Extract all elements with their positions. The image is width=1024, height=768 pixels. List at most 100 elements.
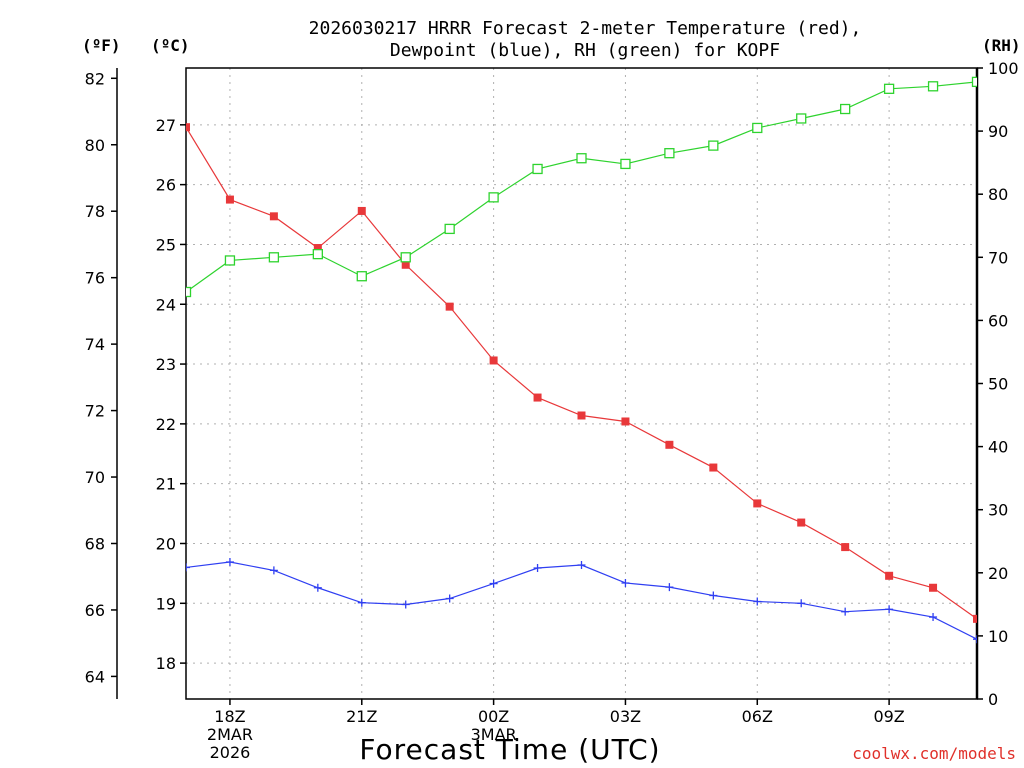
dewpoint-point bbox=[709, 591, 718, 600]
dewpoint-point bbox=[797, 599, 806, 608]
chart-title-line1: 2026030217 HRRR Forecast 2-meter Tempera… bbox=[308, 18, 862, 39]
rh-point bbox=[620, 158, 631, 170]
dewpoint-point bbox=[269, 566, 278, 575]
celsius-tick-label: 19 bbox=[156, 594, 176, 613]
x-tick-label: 3MAR bbox=[471, 725, 517, 744]
rh-tick-label: 90 bbox=[988, 122, 1008, 141]
rh-point bbox=[927, 81, 939, 92]
temperature-point bbox=[225, 195, 234, 204]
temperature-point bbox=[841, 543, 850, 552]
rh-tick-label: 30 bbox=[988, 501, 1008, 520]
dewpoint-point bbox=[225, 558, 234, 567]
celsius-tick-label: 24 bbox=[156, 295, 176, 314]
dewpoint-point bbox=[577, 561, 586, 570]
fahrenheit-tick-label: 66 bbox=[85, 601, 105, 620]
x-tick-label: 00Z bbox=[478, 707, 509, 726]
temperature-point bbox=[621, 417, 630, 426]
celsius-tick-label: 20 bbox=[156, 534, 176, 553]
temperature-point bbox=[489, 356, 498, 365]
rh-point bbox=[356, 271, 367, 282]
dewpoint-point bbox=[621, 578, 630, 587]
rh-point bbox=[752, 122, 763, 134]
fahrenheit-tick-label: 64 bbox=[85, 667, 105, 686]
fahrenheit-tick-label: 76 bbox=[85, 269, 105, 288]
rh-tick-label: 0 bbox=[988, 690, 998, 709]
celsius-axis-label: (ºC) bbox=[151, 36, 190, 55]
fahrenheit-tick-label: 82 bbox=[85, 69, 105, 88]
dewpoint-point bbox=[489, 579, 498, 588]
temperature-point bbox=[313, 244, 322, 253]
rh-point bbox=[883, 83, 895, 94]
fahrenheit-tick-label: 80 bbox=[85, 136, 105, 155]
celsius-tick-label: 18 bbox=[156, 654, 176, 673]
fahrenheit-tick-label: 78 bbox=[85, 202, 105, 221]
temperature-point bbox=[269, 212, 278, 221]
temperature-point bbox=[357, 206, 366, 215]
dewpoint-point bbox=[885, 605, 894, 614]
rh-point bbox=[708, 140, 719, 151]
rh-tick-label: 60 bbox=[988, 311, 1008, 330]
dewpoint-point bbox=[665, 583, 674, 592]
dewpoint-point bbox=[533, 564, 542, 573]
dewpoint-point bbox=[973, 635, 977, 644]
x-axis-title: Forecast Time (UTC) bbox=[359, 733, 661, 766]
temperature-point bbox=[929, 583, 938, 592]
rh-point bbox=[971, 76, 977, 88]
rh-tick-label: 100 bbox=[988, 59, 1019, 78]
fahrenheit-tick-label: 72 bbox=[85, 402, 105, 421]
source-credit: coolwx.com/models bbox=[852, 744, 1016, 763]
rh-point bbox=[532, 163, 543, 175]
rh-tick-label: 20 bbox=[988, 564, 1008, 583]
x-tick-label: 18Z bbox=[214, 707, 245, 726]
dewpoint-point bbox=[186, 563, 190, 572]
dewpoint-series-line bbox=[186, 561, 977, 640]
dewpoint-point bbox=[929, 613, 938, 622]
x-tick-label: 09Z bbox=[873, 707, 904, 726]
dewpoint-point bbox=[841, 607, 850, 616]
rh-point bbox=[224, 255, 236, 266]
temperature-series-line bbox=[186, 126, 977, 620]
rh-point bbox=[186, 286, 192, 298]
dewpoint-point bbox=[401, 600, 410, 609]
rh-point bbox=[444, 223, 455, 235]
rh-tick-label: 70 bbox=[988, 248, 1008, 267]
fahrenheit-axis-label: (ºF) bbox=[82, 36, 121, 55]
celsius-tick-label: 25 bbox=[156, 235, 176, 254]
celsius-tick-label: 27 bbox=[156, 116, 176, 135]
rh-point bbox=[312, 248, 323, 260]
temperature-point bbox=[577, 411, 586, 420]
x-tick-label: 06Z bbox=[742, 707, 773, 726]
rh-tick-label: 50 bbox=[988, 375, 1008, 394]
rh-point bbox=[400, 252, 411, 263]
temperature-point bbox=[973, 614, 977, 623]
rh-tick-label: 10 bbox=[988, 627, 1008, 646]
celsius-tick-label: 22 bbox=[156, 415, 176, 434]
dewpoint-point bbox=[445, 594, 454, 603]
rh-point bbox=[268, 252, 280, 263]
rh-tick-label: 80 bbox=[988, 185, 1008, 204]
series-group bbox=[186, 76, 977, 644]
temperature-point bbox=[797, 518, 806, 527]
celsius-tick-label: 26 bbox=[156, 176, 176, 195]
rh-axis-label: (RH) bbox=[982, 36, 1021, 55]
rh-point bbox=[664, 148, 675, 159]
fahrenheit-tick-label: 74 bbox=[85, 335, 105, 354]
temperature-point bbox=[401, 260, 410, 269]
x-tick-label: 03Z bbox=[610, 707, 641, 726]
celsius-tick-label: 21 bbox=[156, 475, 176, 494]
rh-point bbox=[576, 153, 587, 164]
x-tick-label: 2MAR bbox=[207, 725, 253, 744]
chart-title-line2: Dewpoint (blue), RH (green) for KOPF bbox=[389, 40, 781, 61]
rh-series-line bbox=[186, 81, 977, 293]
temperature-point bbox=[186, 123, 190, 132]
dewpoint-point bbox=[753, 597, 762, 606]
temperature-point bbox=[709, 463, 718, 472]
rh-point bbox=[840, 103, 851, 115]
rh-tick-label: 40 bbox=[988, 438, 1008, 457]
temperature-point bbox=[445, 302, 454, 311]
x-tick-label: 2026 bbox=[210, 743, 251, 762]
temperature-point bbox=[665, 440, 674, 449]
dewpoint-point bbox=[357, 598, 366, 607]
dewpoint-point bbox=[313, 583, 322, 592]
